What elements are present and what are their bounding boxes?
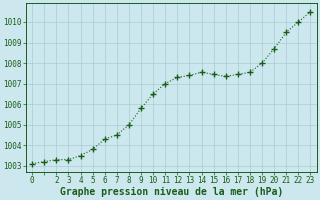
X-axis label: Graphe pression niveau de la mer (hPa): Graphe pression niveau de la mer (hPa) (60, 186, 283, 197)
